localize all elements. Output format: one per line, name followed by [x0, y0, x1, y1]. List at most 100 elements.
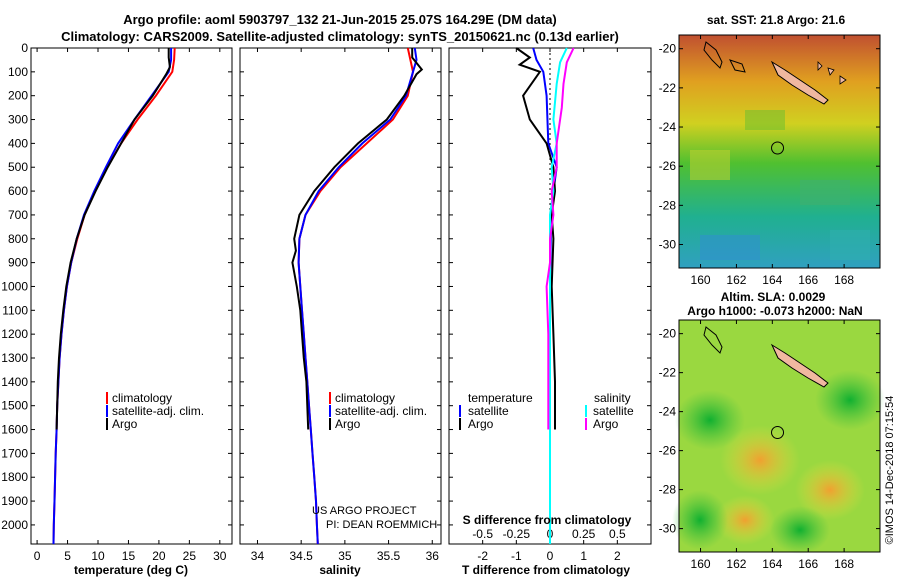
salinity-axis: 34 34.5 35 35.5 36	[251, 48, 439, 563]
sst-map-axes: -20 -22 -24 -26 -28 -30 160 162 164 166 168	[659, 35, 880, 287]
sla-high-anomaly	[715, 495, 775, 545]
lon-tick-label: 164	[762, 273, 782, 287]
salinity-depth-ticks	[240, 47, 441, 526]
depth-tick-label: 1100	[2, 303, 28, 317]
series-line-satellite-adj-clim-	[297, 47, 418, 545]
argo-position-marker	[771, 141, 785, 155]
sla-map: Altim. SLA: 0.0029 Argo h1000: -0.073 h2…	[659, 290, 885, 571]
sst-map: sat. SST: 21.8 Argo: 21.6 -20-22-24-26-2…	[659, 13, 881, 287]
series-line-satellite-adj-clim-	[52, 48, 173, 545]
legend-temperature-title: temperature	[468, 391, 533, 405]
figure-title-line1: Argo profile: aoml 5903797_132 21-Jun-20…	[123, 12, 557, 27]
lon-tick-label: 168	[834, 557, 854, 571]
legend-satellite-label: satellite-adj. clim.	[112, 404, 204, 418]
legend-s-argo-label: Argo	[593, 417, 619, 431]
depth-tick-label: 1800	[1, 470, 28, 484]
sla-map-axes: -20 -22 -24 -26 -28 -30 160 162 164 166 168	[659, 320, 880, 571]
sla-high-anomaly	[795, 460, 865, 520]
depth-tick-label: 700	[8, 208, 28, 222]
loyalty-island	[839, 75, 847, 85]
s-diff-tick-label: -0.25	[503, 527, 531, 541]
x-tick-label: -1	[511, 549, 522, 563]
legend-argo-label: Argo	[335, 417, 361, 431]
legend-satellite-label: satellite-adj. clim.	[335, 404, 427, 418]
lat-tick-label: -22	[659, 366, 677, 380]
difference-legend-temperature: temperature satellite Argo	[459, 391, 533, 431]
salinity-plot-frame	[239, 47, 442, 545]
depth-tick-label: 200	[8, 89, 28, 103]
lon-tick-label: 166	[798, 557, 818, 571]
new-caledonia-island	[770, 60, 829, 105]
legend-argo-label: Argo	[112, 417, 138, 431]
depth-tick-label: 1900	[1, 494, 28, 508]
salinity-legend: climatology satellite-adj. clim. Argo	[329, 391, 427, 431]
sst-map-title: sat. SST: 21.8 Argo: 21.6	[707, 13, 846, 27]
imos-timestamp: ©IMOS 14-Dec-2018 07:15:54	[884, 396, 896, 545]
lat-tick-label: -28	[659, 198, 677, 212]
x-tick-label: 34.5	[289, 549, 313, 563]
project-credit: US ARGO PROJECT	[312, 505, 417, 517]
depth-tick-label: 1700	[1, 446, 28, 460]
x-tick-label: 5	[64, 549, 71, 563]
depth-tick-label: 1300	[1, 351, 28, 365]
depth-tick-label: 300	[8, 113, 28, 127]
x-tick-label: 30	[213, 549, 227, 563]
legend-climatology-label: climatology	[112, 391, 172, 405]
lon-tick-label: 166	[798, 273, 818, 287]
sst-map-frame	[678, 34, 881, 269]
sla-map-frame	[678, 319, 881, 553]
salinity-axis-label: salinity	[319, 563, 361, 577]
sla-high-anomaly	[720, 425, 800, 495]
lon-tick-label: 162	[726, 557, 746, 571]
sst-texture	[690, 110, 870, 260]
figure-title-line2: Climatology: CARS2009. Satellite-adjuste…	[61, 29, 619, 44]
x-tick-label: 25	[183, 549, 197, 563]
series-line-climatology	[297, 47, 415, 545]
loyalty-island	[817, 61, 823, 71]
lon-tick-label: 164	[762, 557, 782, 571]
temperature-legend: climatology satellite-adj. clim. Argo	[106, 391, 204, 431]
depth-tick-label: 1200	[1, 327, 28, 341]
x-tick-label: 35.5	[377, 549, 401, 563]
series-line-argo	[545, 47, 575, 430]
lon-tick-label: 162	[726, 273, 746, 287]
temperature-axis: 0 5 10 15 20 25 30	[34, 48, 227, 563]
argo-position-marker	[771, 425, 785, 439]
series-line-argo	[291, 48, 424, 430]
lon-tick-label: 160	[691, 273, 711, 287]
s-difference-axis-label: S difference from climatology	[463, 513, 632, 527]
lon-tick-label: 160	[691, 557, 711, 571]
legend-t-satellite-label: satellite	[468, 404, 509, 418]
series-line-climatology	[52, 47, 176, 545]
t-difference-axis-label: T difference from climatology	[462, 563, 630, 577]
lat-tick-label: -28	[659, 483, 677, 497]
series-line-satellite	[549, 47, 568, 544]
loyalty-island	[827, 67, 835, 76]
temperature-plot-frame	[30, 47, 233, 545]
lat-tick-label: -24	[659, 120, 677, 134]
lat-tick-label: -26	[659, 159, 677, 173]
x-tick-label: 10	[91, 549, 105, 563]
difference-legend-salinity: salinity satellite Argo	[585, 391, 634, 431]
chesterfield-reef	[703, 41, 723, 69]
sla-low-anomaly	[672, 490, 728, 550]
series-line-argo	[515, 47, 557, 430]
x-tick-label: 35	[338, 549, 352, 563]
depth-tick-label: 600	[8, 184, 28, 198]
depth-tick-label: 2000	[1, 518, 28, 532]
difference-profiles	[515, 47, 575, 544]
salinity-panel: 34 34.5 35 35.5 36 salinity climatology sate…	[239, 47, 442, 577]
x-tick-label: 36	[426, 549, 440, 563]
depth-tick-label: 100	[8, 65, 28, 79]
x-tick-label: 0	[34, 549, 41, 563]
x-tick-label: 34	[251, 549, 265, 563]
s-diff-tick-label: 0.25	[572, 527, 596, 541]
s-diff-tick-label: 0.5	[609, 527, 626, 541]
legend-t-argo-label: Argo	[468, 417, 494, 431]
reef-outline	[729, 59, 746, 73]
lat-tick-label: -24	[659, 405, 677, 419]
temperature-panel: 0100200300400500600700800900100011001200…	[1, 41, 233, 577]
sla-map-title-2: Argo h1000: -0.073 h2000: NaN	[687, 304, 862, 318]
